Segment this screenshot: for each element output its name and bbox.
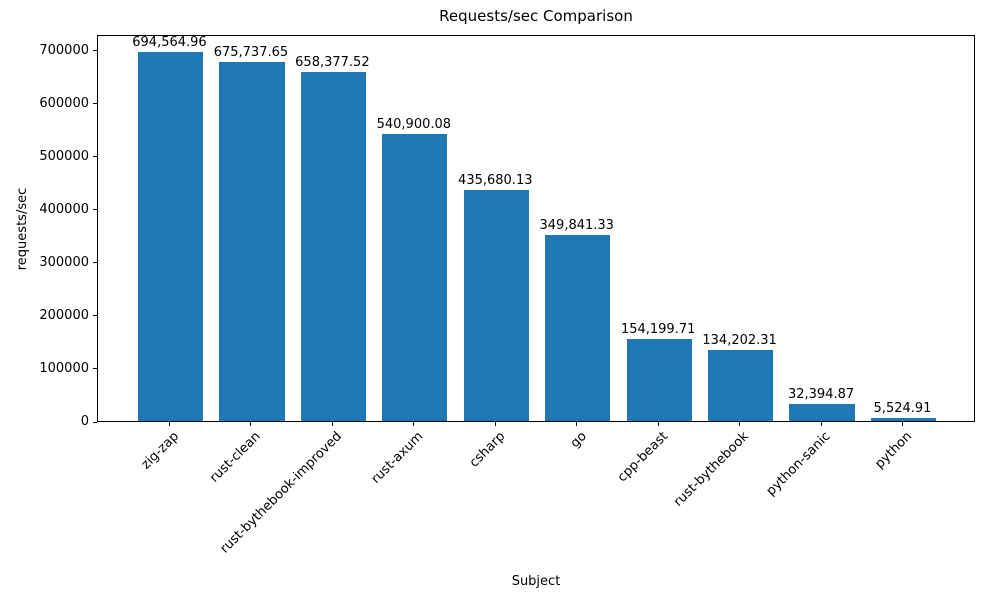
bar-value-label: 540,900.08 [376, 116, 452, 132]
y-tick-mark [93, 262, 97, 264]
x-tick-mark [494, 422, 496, 426]
x-tick-label: python-sanic [763, 429, 834, 499]
x-tick-mark [250, 422, 252, 426]
bar-value-label: 675,737.65 [213, 45, 289, 61]
x-tick-label: python [872, 429, 916, 472]
y-tick-label: 700000 [39, 42, 89, 58]
bar-value-label: 134,202.31 [702, 332, 777, 348]
y-tick-label: 600000 [39, 95, 89, 111]
x-tick-mark [576, 422, 578, 426]
x-tick-label: csharp [466, 429, 508, 471]
bar-value-label: 658,377.52 [295, 54, 370, 70]
x-tick-label: rust-axum [368, 429, 427, 487]
bar-value-label: 694,564.96 [132, 35, 207, 51]
y-tick-label: 500000 [39, 148, 89, 164]
bar [626, 339, 692, 421]
x-tick-mark [413, 422, 415, 426]
y-tick-label: 300000 [39, 254, 89, 270]
y-tick-mark [93, 368, 97, 370]
bar-value-label: 5,524.91 [873, 401, 932, 417]
bar-value-label: 435,680.13 [458, 172, 533, 188]
bar [219, 62, 285, 421]
bar-value-label: 349,841.33 [539, 218, 614, 234]
bar [382, 133, 448, 421]
x-tick-label: go [567, 429, 590, 452]
x-tick-mark [820, 422, 822, 426]
y-tick-mark [93, 103, 97, 105]
bar [870, 418, 937, 421]
bar [708, 349, 774, 421]
x-tick-label: cpp-beast [614, 429, 671, 486]
y-tick-mark [93, 315, 97, 317]
y-tick-mark [93, 156, 97, 158]
y-tick-label: 200000 [39, 307, 89, 323]
y-axis-label: requests/sec [15, 187, 30, 271]
x-tick-label: rust-bythebook [671, 429, 753, 510]
bar-value-label: 32,394.87 [787, 386, 855, 402]
bar [137, 52, 204, 421]
x-tick-mark [168, 422, 170, 426]
x-axis-label: Subject [511, 574, 561, 589]
y-tick-mark [93, 209, 97, 211]
bar-value-label: 154,199.71 [620, 322, 696, 338]
y-tick-mark [93, 50, 97, 52]
y-tick-label: 100000 [39, 360, 89, 376]
x-tick-label: rust-clean [206, 429, 264, 486]
x-tick-mark [739, 422, 741, 426]
bar [463, 189, 529, 421]
x-tick-mark [902, 422, 903, 426]
y-tick-mark [93, 421, 97, 423]
bar [545, 235, 611, 421]
bar [300, 71, 366, 421]
y-tick-label: 0 [80, 414, 89, 429]
x-tick-label: zig-zap [138, 429, 183, 473]
plot-area [97, 35, 975, 422]
bar [789, 403, 855, 421]
chart-title: Requests/sec Comparison [439, 7, 633, 25]
x-tick-mark [331, 422, 333, 426]
y-tick-label: 400000 [39, 201, 89, 217]
x-tick-mark [657, 422, 659, 426]
